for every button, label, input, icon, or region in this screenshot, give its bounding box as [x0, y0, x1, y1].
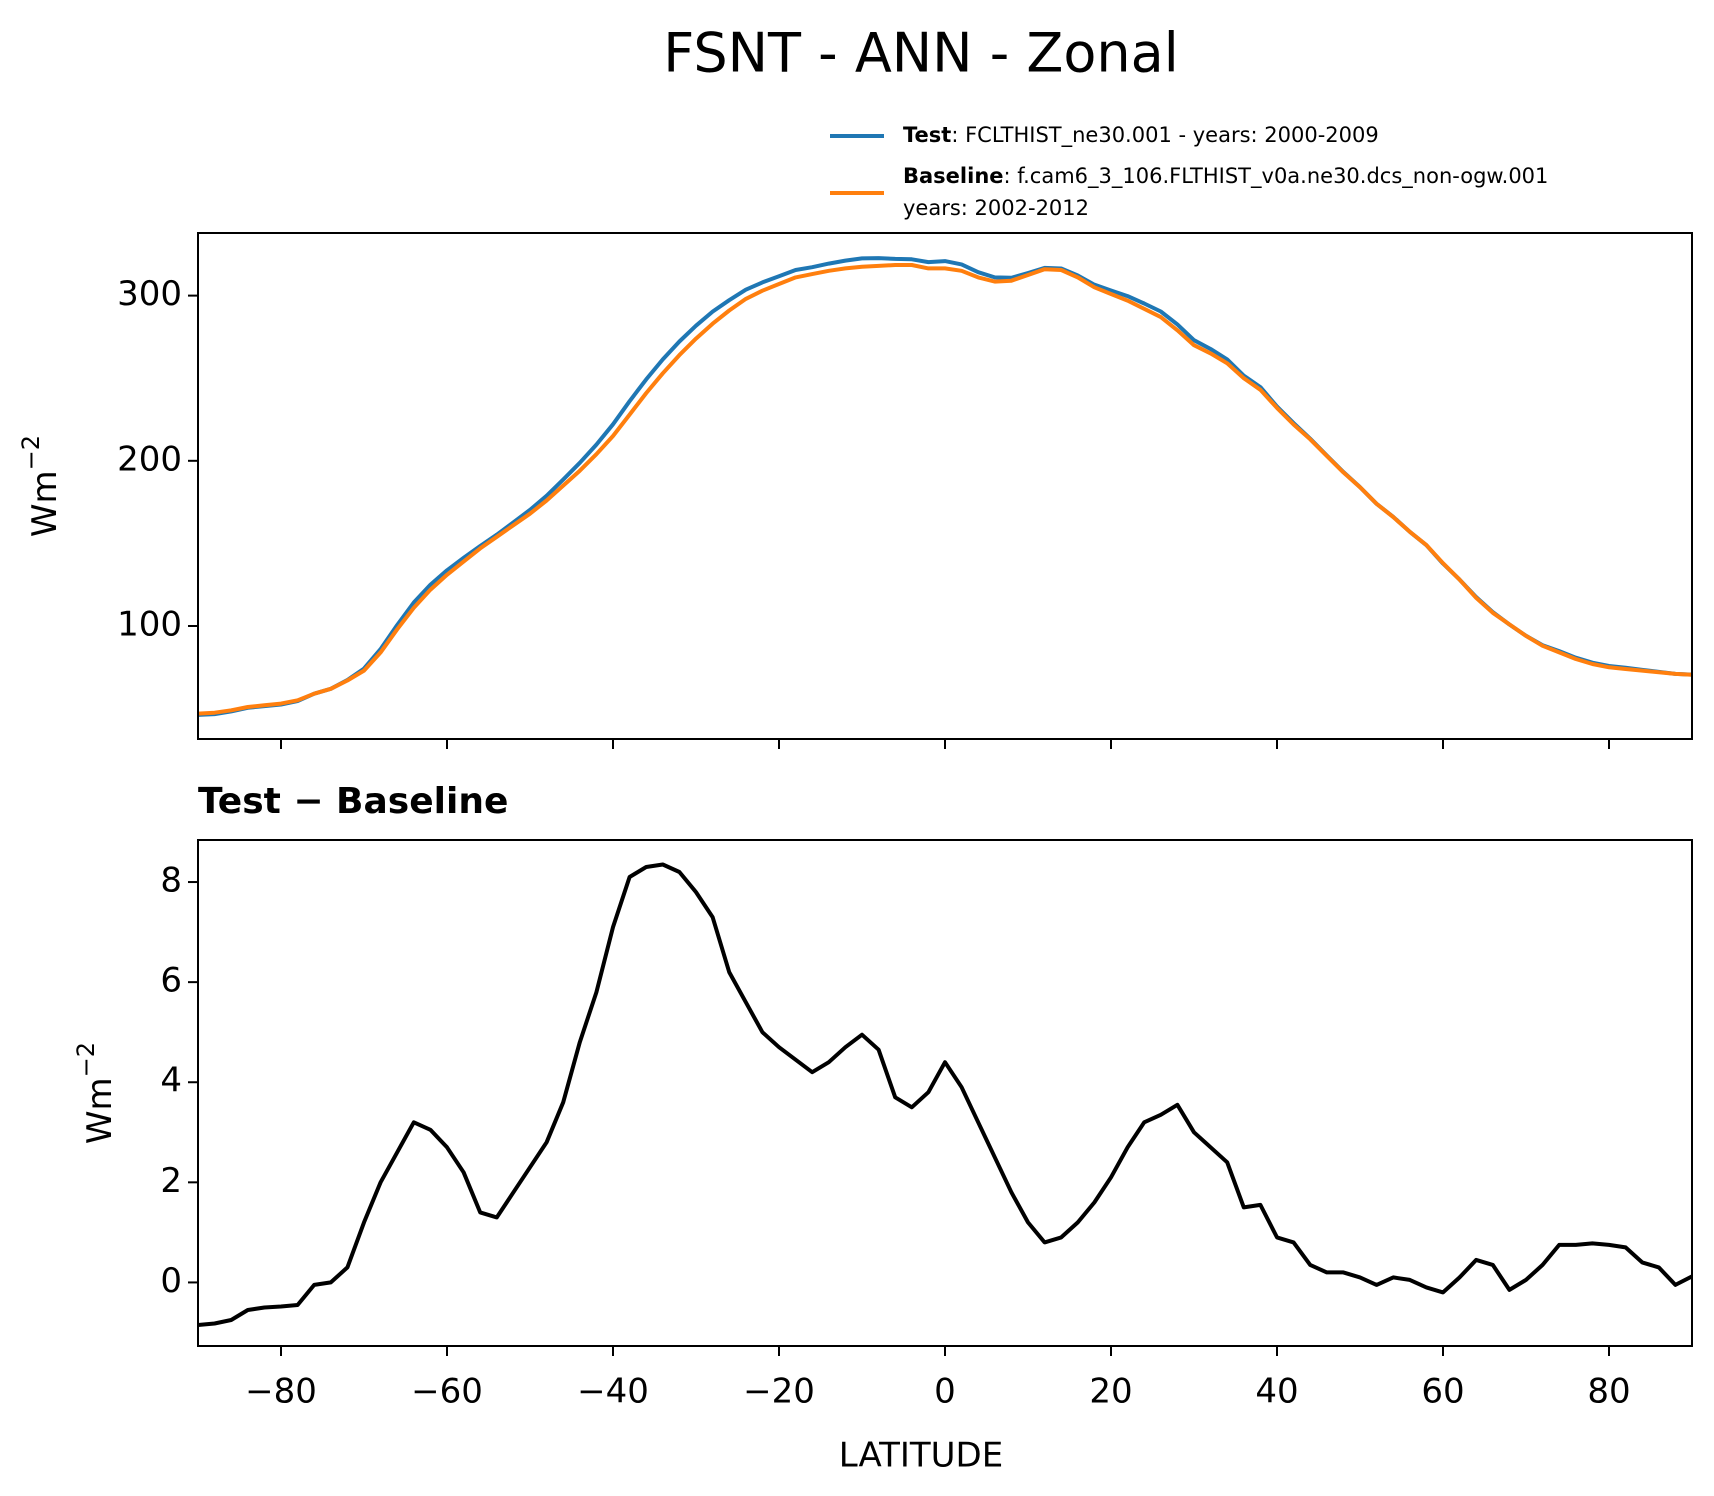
y-tick-label: 2 [160, 1161, 182, 1201]
legend-label: years: 2002-2012 [903, 196, 1089, 220]
y-axis-label-text: Wm [25, 470, 65, 537]
legend-detail: : FCLTHIST_ne30.001 - years: 2000-2009 [951, 123, 1378, 148]
y-tick-label: 300 [117, 274, 182, 314]
axes-frame [197, 232, 1693, 740]
y-tick-label: 200 [117, 439, 182, 479]
x-tick-label: 60 [1421, 1372, 1464, 1412]
y-axis-label: Wm−2 [17, 435, 65, 537]
y-axis-label: Wm−2 [72, 1042, 120, 1144]
y-tick-label: 8 [160, 861, 182, 901]
axes-frame [197, 839, 1693, 1347]
chart-title: FSNT - ANN - Zonal [663, 22, 1178, 85]
x-tick-label: 80 [1587, 1372, 1630, 1412]
data-line [198, 862, 1692, 1327]
x-tick-label: −80 [245, 1372, 317, 1412]
y-tick-label: 4 [160, 1061, 182, 1101]
y-tick-label: 6 [160, 961, 182, 1001]
x-tick-label: 20 [1089, 1372, 1132, 1412]
x-tick-label: −20 [743, 1372, 815, 1412]
data-line [198, 263, 1692, 716]
legend-detail: : f.cam6_3_106.FLTHIST_v0a.ne30.dcs_non-… [1004, 164, 1549, 189]
x-tick-label: −40 [577, 1372, 649, 1412]
y-axis-label-sup: −2 [72, 1042, 100, 1077]
legend-name: Baseline [903, 164, 1004, 188]
legend-label: Test: FCLTHIST_ne30.001 - years: 2000-20… [903, 123, 1379, 148]
legend-label: Baseline: f.cam6_3_106.FLTHIST_v0a.ne30.… [903, 164, 1548, 189]
legend-name: Test [903, 123, 951, 147]
panel-title: Test − Baseline [198, 781, 508, 822]
y-tick-label: 100 [117, 605, 182, 645]
y-axis-label-text: Wm [80, 1077, 120, 1144]
x-tick-label: 0 [934, 1372, 956, 1412]
y-tick-label: 0 [160, 1261, 182, 1301]
legend-detail: years: 2002-2012 [903, 196, 1089, 220]
y-axis-label-sup: −2 [17, 435, 45, 470]
x-tick-label: 40 [1255, 1372, 1298, 1412]
x-tick-label: −60 [411, 1372, 483, 1412]
x-axis-label: LATITUDE [839, 1436, 1003, 1476]
